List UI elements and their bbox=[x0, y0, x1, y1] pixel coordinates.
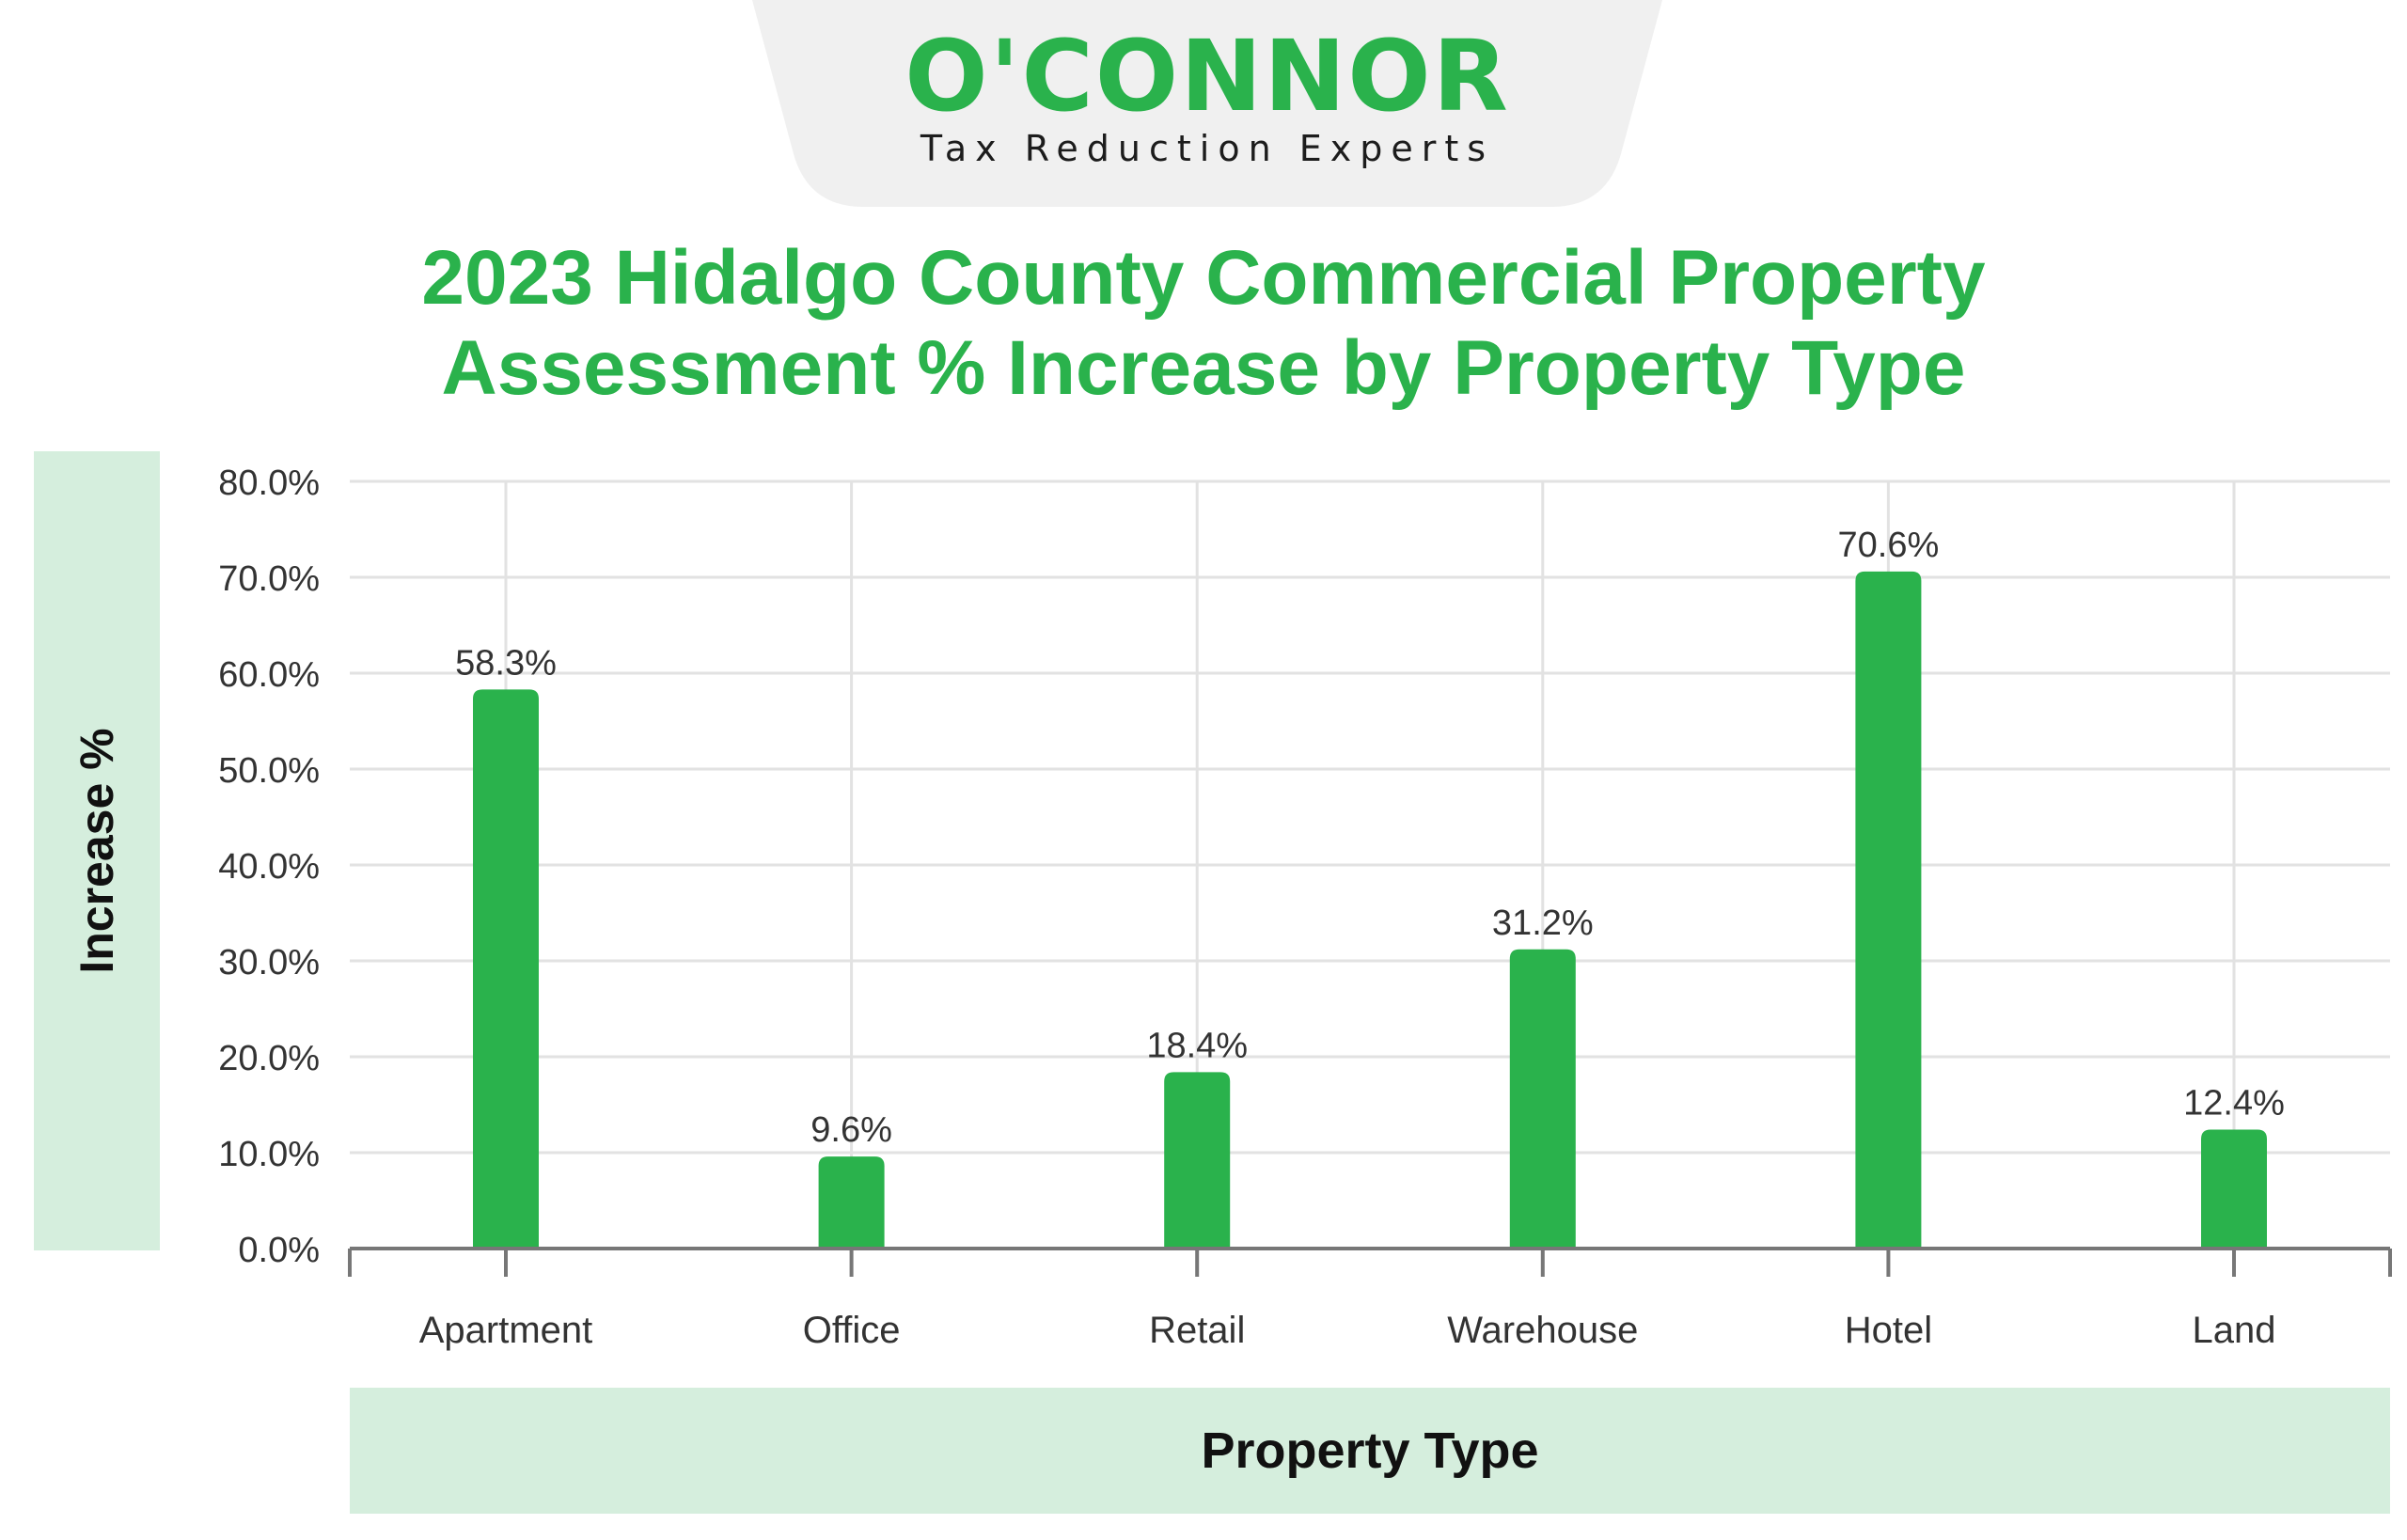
bar bbox=[818, 1156, 885, 1249]
x-tick-label: Retail bbox=[1149, 1310, 1245, 1351]
y-tick-label: 50.0% bbox=[218, 751, 320, 791]
data-label: 12.4% bbox=[2183, 1084, 2285, 1124]
logo-tab-background bbox=[752, 0, 1662, 207]
x-axis-label-panel: Property Type bbox=[350, 1388, 2390, 1514]
y-tick-label: 70.0% bbox=[218, 559, 320, 599]
x-axis-label: Property Type bbox=[1201, 1422, 1539, 1479]
y-axis-label-panel bbox=[34, 451, 160, 1250]
logo-wordmark: O'CONNOR bbox=[905, 19, 1510, 134]
data-label: 58.3% bbox=[455, 643, 557, 683]
data-label: 18.4% bbox=[1146, 1026, 1248, 1065]
y-tick-label: 20.0% bbox=[218, 1039, 320, 1078]
x-tick-label: Apartment bbox=[419, 1310, 593, 1351]
x-tick-label: Hotel bbox=[1845, 1310, 1932, 1351]
bar bbox=[1164, 1072, 1231, 1249]
chart-title: 2023 Hidalgo County Commercial Property … bbox=[421, 235, 1986, 411]
logo-tagline: Tax Reduction Experts bbox=[920, 128, 1495, 169]
y-tick-label: 60.0% bbox=[218, 655, 320, 695]
y-tick-label: 10.0% bbox=[218, 1135, 320, 1174]
data-label: 9.6% bbox=[810, 1110, 892, 1150]
bar bbox=[1509, 949, 1576, 1249]
bar bbox=[473, 689, 539, 1249]
data-label: 31.2% bbox=[1492, 904, 1594, 943]
x-tick-label: Land bbox=[2193, 1310, 2276, 1351]
bar bbox=[1855, 571, 1922, 1249]
y-tick-label: 80.0% bbox=[218, 464, 320, 503]
logo-tab: O'CONNOR Tax Reduction Experts bbox=[752, 0, 1662, 207]
y-tick-label: 0.0% bbox=[238, 1231, 320, 1270]
bar bbox=[2201, 1129, 2267, 1249]
x-tick-label: Warehouse bbox=[1447, 1310, 1638, 1351]
y-tick-label: 30.0% bbox=[218, 943, 320, 982]
y-tick-label: 40.0% bbox=[218, 847, 320, 887]
x-tick-label: Office bbox=[803, 1310, 901, 1351]
data-label: 70.6% bbox=[1838, 526, 1940, 565]
